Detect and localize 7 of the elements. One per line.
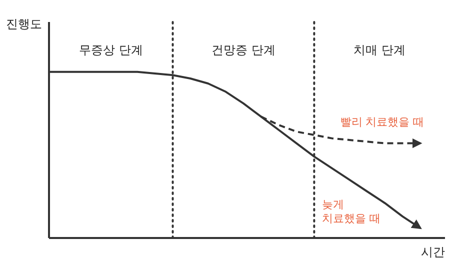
text: 치매 단계 <box>354 43 406 57</box>
x-axis-title: 시간 <box>421 245 445 259</box>
text: 무증상 단계 <box>78 43 143 57</box>
series-label: 늦게 치료했을 때 <box>322 198 381 225</box>
text: 건망증 단계 <box>212 43 276 57</box>
series-label: 빨리 치료했을 때 <box>340 115 424 128</box>
y-axis-title: 진행도 <box>6 17 42 31</box>
